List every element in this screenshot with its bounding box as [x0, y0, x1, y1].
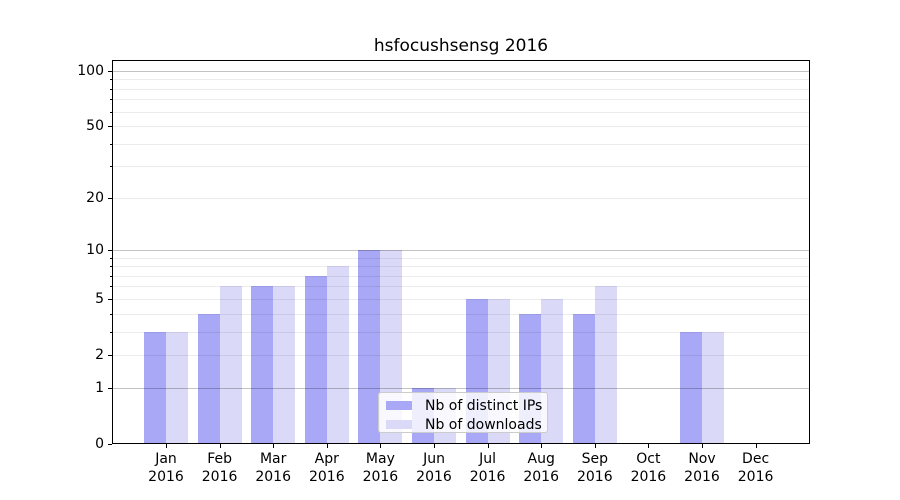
x-tick-nov [702, 444, 703, 448]
bar-downloads-mar [273, 286, 296, 444]
y-minor-tick-70 [110, 99, 112, 101]
x-tick-label-jun: Jun 2016 [416, 451, 452, 485]
y-tick-label-0: 0 [95, 435, 104, 452]
bar-distinct-ips-feb [197, 313, 220, 444]
y-tick-label-1: 1 [95, 379, 104, 396]
bar-distinct-ips-jan [144, 331, 166, 444]
x-tick-label-nov: Nov 2016 [684, 451, 720, 485]
legend-item-distinct-ips: Nb of distinct IPs [386, 396, 547, 415]
x-tick-jun [434, 444, 435, 448]
legend: Nb of distinct IPs Nb of downloads [378, 392, 548, 433]
y-tick-label-5: 5 [95, 290, 104, 307]
y-tick-100 [108, 71, 112, 72]
legend-swatch-distinct-ips [386, 401, 412, 410]
x-tick-label-mar: Mar 2016 [255, 451, 291, 485]
x-tick-oct [648, 444, 650, 448]
x-tick-label-oct: Oct 2016 [630, 451, 667, 485]
bar-distinct-ips-nov [680, 331, 702, 444]
y-minor-tick-5 [110, 298, 112, 300]
legend-label-distinct-ips: Nb of distinct IPs [425, 397, 543, 414]
bar-downloads-feb [219, 286, 242, 444]
bar-downloads-sep [594, 286, 617, 444]
x-tick-apr [326, 444, 328, 448]
y-minor-tick-7 [110, 275, 112, 277]
y-minor-tick-3 [110, 331, 112, 333]
x-tick-feb [219, 444, 221, 448]
bar-distinct-ips-sep [572, 313, 595, 444]
bar-distinct-ips-apr [304, 275, 327, 444]
x-tick-aug [541, 444, 543, 448]
y-tick-label-10: 10 [86, 241, 104, 258]
bar-distinct-ips-may [358, 249, 381, 444]
x-tick-mar [273, 444, 275, 448]
x-tick-label-jul: Jul 2016 [469, 451, 506, 485]
x-tick-sep [594, 444, 596, 448]
plot-area [112, 60, 810, 444]
x-tick-label-apr: Apr 2016 [308, 451, 345, 485]
y-tick-0 [108, 443, 112, 445]
x-tick-label-may: May 2016 [362, 451, 399, 485]
y-minor-tick-20 [110, 197, 112, 199]
y-minor-tick-80 [110, 88, 112, 90]
y-minor-tick-30 [110, 166, 112, 168]
bar-downloads-apr [326, 266, 349, 444]
y-minor-tick-2 [110, 354, 112, 356]
x-tick-jul [487, 444, 489, 448]
bar-distinct-ips-mar [251, 286, 274, 444]
x-tick-label-feb: Feb 2016 [201, 451, 238, 485]
legend-label-downloads: Nb of downloads [425, 416, 542, 433]
y-tick-label-2: 2 [95, 346, 104, 363]
x-tick-dec [755, 444, 757, 448]
y-tick-10 [108, 249, 112, 251]
y-minor-tick-90 [110, 79, 112, 81]
y-minor-tick-50 [110, 126, 112, 128]
bar-downloads-nov [702, 331, 724, 444]
bar-downloads-jan [166, 331, 188, 444]
x-tick-label-jan: Jan 2016 [148, 451, 184, 485]
x-tick-label-dec: Dec 2016 [737, 451, 774, 485]
x-tick-label-aug: Aug 2016 [523, 451, 559, 485]
y-minor-tick-4 [110, 313, 112, 315]
y-tick-label-100: 100 [77, 63, 104, 79]
y-minor-tick-40 [110, 143, 112, 145]
y-minor-tick-9 [110, 257, 112, 259]
y-tick-label-50: 50 [86, 118, 104, 135]
legend-swatch-downloads [386, 420, 412, 429]
y-tick-label-20: 20 [86, 189, 104, 206]
chart-title: hsfocushsensg 2016 [373, 36, 549, 56]
y-minor-tick-6 [110, 286, 112, 288]
bars-layer [112, 60, 810, 444]
x-tick-jan [166, 444, 167, 448]
y-minor-tick-60 [110, 111, 112, 113]
y-minor-tick-8 [110, 266, 112, 268]
y-tick-1 [108, 387, 112, 389]
legend-item-downloads: Nb of downloads [386, 415, 547, 434]
x-tick-may [380, 444, 382, 448]
x-tick-label-sep: Sep 2016 [576, 451, 613, 485]
